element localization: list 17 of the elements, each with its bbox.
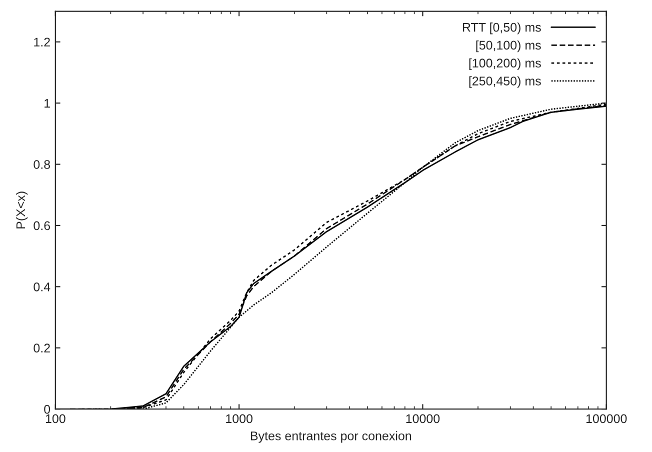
legend-label: RTT [0,50) ms xyxy=(462,22,541,34)
legend-label: [250,450) ms xyxy=(469,76,541,88)
legend-label: [50,100) ms xyxy=(476,40,541,52)
y-tick-label: 0.4 xyxy=(34,282,50,292)
legend-label: [100,200) ms xyxy=(469,58,541,70)
x-tick-label: 100 xyxy=(46,414,66,424)
y-tick-label: 0 xyxy=(44,404,50,414)
y-tick-label: 1 xyxy=(44,99,50,108)
y-tick-label: 0.8 xyxy=(34,160,50,169)
y-axis-title: P(X<x) xyxy=(16,192,28,228)
x-tick-label: 10000 xyxy=(406,414,440,424)
x-axis-title: Bytes entrantes por conexion xyxy=(250,431,412,443)
y-tick-label: 0.6 xyxy=(34,221,50,230)
x-tick-label: 1000 xyxy=(226,414,252,424)
x-tick-label: 100000 xyxy=(586,414,627,424)
y-tick-label: 1.2 xyxy=(34,38,50,46)
y-tick-label: 0.2 xyxy=(34,344,50,353)
